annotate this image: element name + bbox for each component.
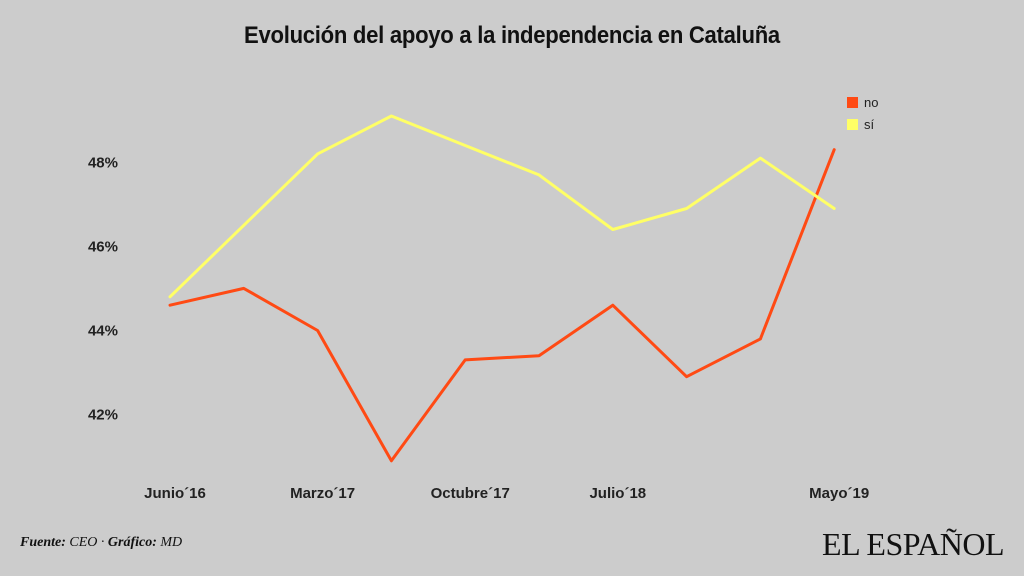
x-tick-label: Mayo´19: [809, 485, 869, 502]
series-line-no: [168, 148, 836, 463]
source-separator: ·: [100, 535, 105, 550]
y-axis: 42% 44% 46% 48%: [88, 154, 118, 423]
graphic-label: Gráfico:: [107, 535, 157, 550]
x-tick-label: Marzo´17: [290, 485, 355, 502]
series-lines: [168, 114, 836, 463]
legend-label-si: sí: [864, 117, 875, 132]
y-tick-label: 46%: [88, 238, 118, 255]
x-tick-label: Octubre´17: [431, 485, 510, 502]
y-tick-label: 44%: [88, 322, 118, 339]
y-tick-label: 42%: [88, 407, 118, 424]
source-credit: Fuente: CEO · Gráfico: MD: [20, 535, 182, 551]
legend-swatch-no: [847, 97, 858, 108]
brand-logo: EL ESPAÑOL: [822, 526, 1004, 562]
legend: no sí: [847, 95, 878, 132]
x-tick-label: Junio´16: [144, 485, 206, 502]
source-value: CEO: [69, 535, 98, 550]
graphic-value: MD: [160, 535, 183, 550]
chart-title: Evolución del apoyo a la independencia e…: [244, 22, 780, 49]
series-line-si: [168, 114, 836, 299]
legend-swatch-si: [847, 119, 858, 130]
legend-label-no: no: [864, 95, 878, 110]
x-axis: Junio´16 Marzo´17 Octubre´17 Julio´18 Mayo´1…: [144, 485, 869, 502]
x-tick-label: Julio´18: [589, 485, 646, 502]
y-tick-label: 48%: [88, 154, 118, 171]
source-label: Fuente:: [20, 535, 66, 550]
